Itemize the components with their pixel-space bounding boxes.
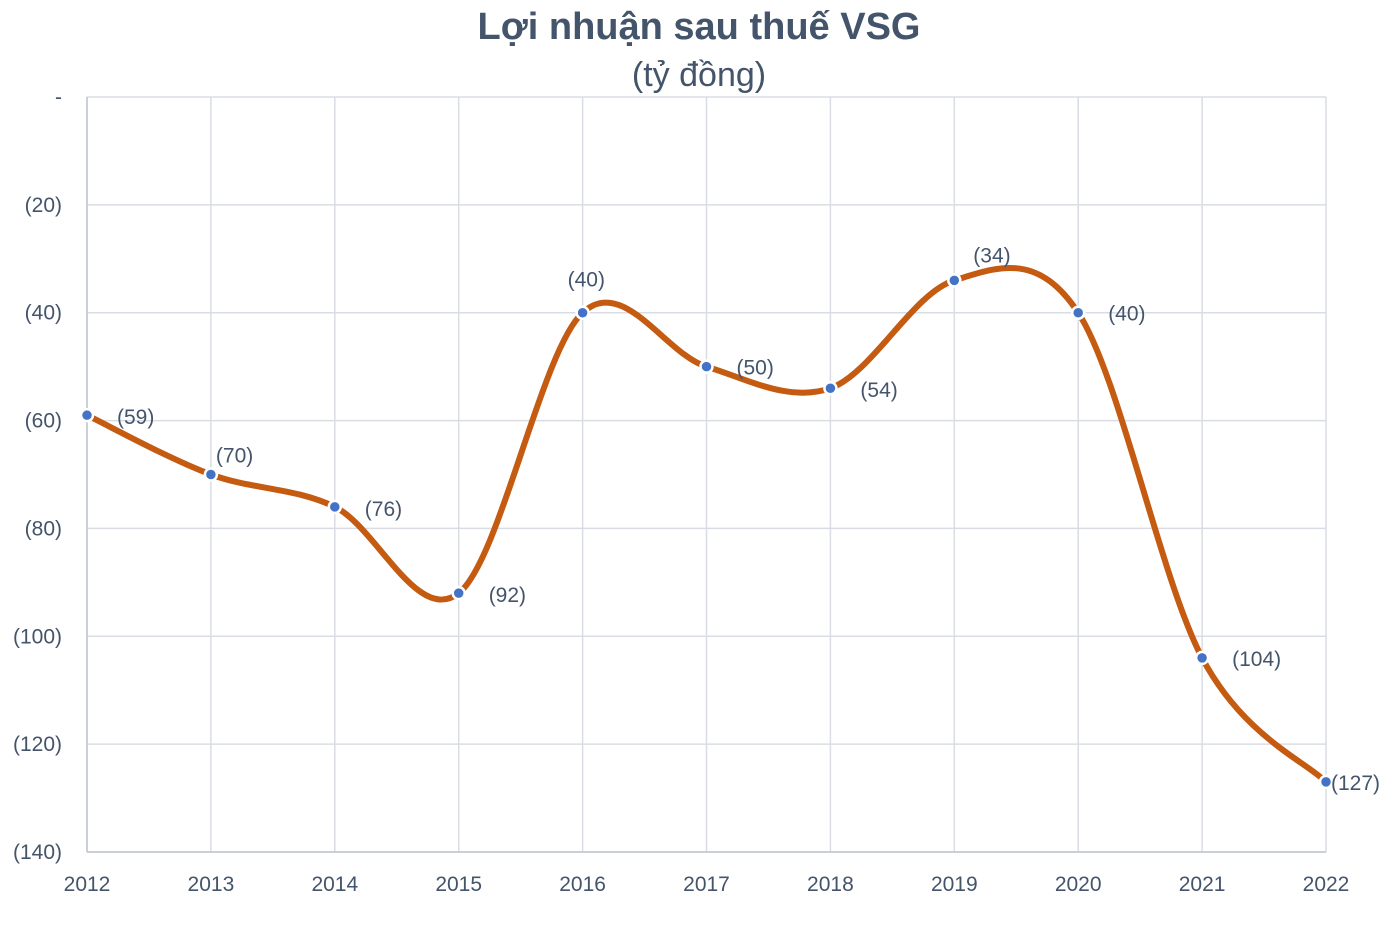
x-tick-label: 2019 [931, 873, 978, 896]
x-tick-label: 2016 [559, 873, 606, 896]
data-label: (104) [1232, 648, 1281, 671]
y-tick-label: (40) [25, 302, 62, 325]
data-point [699, 359, 714, 374]
data-label: (54) [860, 379, 897, 402]
chart-title: Lợi nhuận sau thuế VSG [477, 6, 921, 48]
data-label: (59) [117, 406, 154, 429]
data-point [203, 467, 219, 482]
data-label: (76) [365, 498, 402, 521]
data-label: (127) [1331, 772, 1380, 795]
data-points [79, 273, 1334, 790]
y-tick-label: - [55, 86, 62, 109]
y-axis-tick-labels: - (20) (40) (60) (80) (100) (120) (140) [13, 86, 62, 864]
y-tick-label: (80) [25, 517, 62, 540]
x-tick-label: 2013 [188, 873, 235, 896]
y-tick-label: (120) [13, 733, 62, 756]
data-label: (70) [216, 445, 253, 468]
data-point [1194, 650, 1210, 666]
x-tick-label: 2017 [683, 873, 730, 896]
data-label: (40) [568, 269, 605, 292]
y-tick-label: (20) [25, 194, 62, 217]
axes [86, 97, 1326, 853]
x-tick-label: 2015 [435, 873, 482, 896]
data-point [79, 407, 95, 423]
data-point [451, 585, 466, 601]
y-tick-label: (100) [13, 625, 62, 648]
x-tick-label: 2022 [1303, 873, 1350, 896]
x-tick-label: 2014 [311, 873, 358, 896]
x-tick-label: 2020 [1055, 873, 1102, 896]
x-tick-label: 2012 [64, 873, 111, 896]
x-axis-tick-labels: 2012 2013 2014 2015 2016 2017 2018 2019 2020 2021… [64, 873, 1350, 896]
data-point [823, 380, 838, 396]
y-tick-label: (140) [13, 841, 62, 864]
data-label: (34) [973, 244, 1010, 267]
data-label: (40) [1108, 303, 1145, 326]
data-label: (92) [489, 584, 526, 607]
data-label: (50) [737, 357, 774, 380]
chart-subtitle: (tỷ đồng) [631, 56, 767, 94]
y-tick-label: (60) [25, 410, 62, 433]
data-point [327, 499, 343, 515]
data-point [947, 273, 962, 288]
data-labels: (59) (70) (76) (92) (40) (50) (54) (34) (40) (104… [117, 244, 1380, 795]
x-tick-label: 2021 [1179, 873, 1226, 896]
data-point [1070, 305, 1086, 320]
data-point [1318, 774, 1334, 790]
data-point [575, 305, 590, 320]
x-tick-label: 2018 [807, 873, 854, 896]
